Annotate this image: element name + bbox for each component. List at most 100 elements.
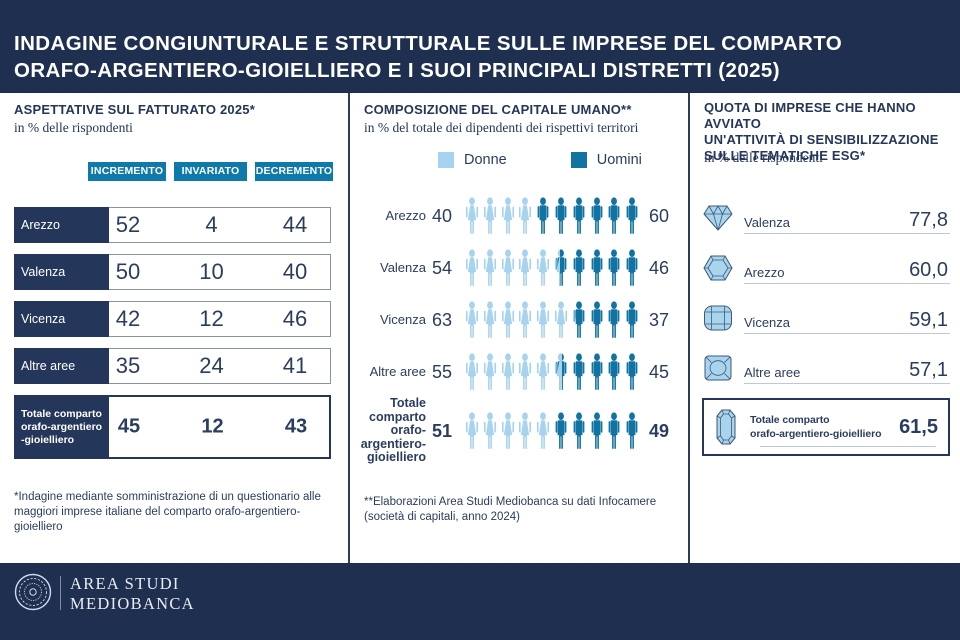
footer-logo-text: AREA STUDI MEDIOBANCA	[70, 574, 195, 613]
person-icon-female	[517, 300, 535, 340]
fatturato-value-decremento: 40	[282, 259, 308, 284]
fatturato-value-invariato: 24	[199, 353, 224, 378]
capitale-row-label: Valenza	[379, 260, 426, 276]
esg-row-value: 57,1	[909, 359, 948, 381]
esg-row-label: Valenza	[744, 215, 791, 230]
esg-row-label: Vicenza	[744, 315, 791, 330]
capitale-row-label: Arezzo	[385, 208, 426, 224]
panel-capitale-umano: COMPOSIZIONE DEL CAPITALE UMANO** in % d…	[348, 93, 688, 563]
fatturato-column-badges: INCREMENTO INVARIATO DECREMENTO	[88, 162, 333, 181]
person-icon-male	[606, 411, 624, 451]
gem-icon-cushion	[702, 353, 734, 383]
person-icon-split	[553, 248, 571, 288]
fatturato-row: Valenza 50 10 40	[14, 254, 331, 290]
capitale-title: COMPOSIZIONE DEL CAPITALE UMANO**	[364, 102, 632, 117]
legend-swatch-uomini	[570, 152, 587, 168]
fatturato-row-label: Arezzo	[14, 207, 109, 243]
capitale-row: Totale comparto orafo-argentiero-gioiellie…	[350, 394, 688, 468]
person-icon-strip	[464, 248, 642, 288]
person-icon-male	[624, 196, 642, 236]
esg-title: QUOTA DI IMPRESE CHE HANNO AVVIATO UN'ATT…	[704, 100, 939, 163]
capitale-legend: Donne Uomini	[438, 152, 642, 168]
person-icon-male	[571, 411, 589, 451]
legend-item-uomini: Uomini	[570, 152, 642, 168]
person-icon-male	[624, 411, 642, 451]
uomini-value: 45	[649, 361, 670, 382]
capitale-subtitle: in % del totale dei dipendenti dei rispe…	[364, 120, 639, 135]
person-icon-female	[482, 300, 500, 340]
person-icon-female	[535, 300, 553, 340]
esg-row-underline	[744, 283, 950, 284]
fatturato-footnote: *Indagine mediante somministrazione di u…	[14, 491, 321, 533]
legend-label: Uomini	[596, 152, 642, 168]
person-icon-male	[606, 352, 624, 392]
fatturato-row: Altre aree 35 24 41	[14, 348, 331, 384]
fatturato-row-label: Altre aree	[14, 348, 109, 384]
donne-value: 51	[431, 420, 453, 441]
legend-label: Donne	[464, 152, 507, 168]
person-icon-male	[606, 300, 624, 340]
person-icon-female	[517, 352, 535, 392]
esg-row: Altre aree 57,1	[702, 350, 950, 384]
donne-value: 63	[431, 309, 453, 330]
person-icon-female	[517, 196, 535, 236]
esg-row-underline	[744, 333, 950, 334]
esg-row-underline	[744, 233, 950, 234]
esg-total-label: Totale comparto orafo-argentiero-gioielli…	[750, 414, 882, 440]
page-title: INDAGINE CONGIUNTURALE E STRUTTURALE SUL…	[14, 32, 843, 82]
esg-rows: Valenza 77,8 Arezzo 60,0 Vicenza 59,1 Altre ar…	[702, 200, 950, 400]
person-icon-female	[482, 196, 500, 236]
capitale-row-label: Totale comparto orafo-argentiero-gioiellie…	[360, 396, 426, 465]
esg-row-label: Altre aree	[744, 365, 801, 380]
person-icon-male	[589, 411, 607, 451]
person-icon-male	[606, 248, 624, 288]
esg-total-underline	[760, 446, 936, 447]
fatturato-table: Arezzo 52 4 44 Valenza 50 10 40 Vicenza 42 12 46 Alt…	[14, 207, 331, 470]
person-icon-female	[500, 352, 518, 392]
capitale-rows: Arezzo 40 60 Valenza 54 46 Vicenza 63 37 Altre ar…	[350, 196, 688, 480]
fatturato-value-incremento: 52	[115, 212, 141, 237]
person-icon-female	[482, 352, 500, 392]
fatturato-row-label: Totale comparto orafo-argentiero -gioielli…	[14, 395, 109, 459]
fatturato-value-invariato: 12	[199, 306, 224, 331]
person-icon-male	[589, 352, 607, 392]
uomini-value: 60	[649, 205, 670, 226]
panel-fatturato: ASPETTATIVE SUL FATTURATO 2025* in % del…	[0, 93, 348, 563]
esg-row: Vicenza 59,1	[702, 300, 950, 334]
fatturato-value-incremento: 35	[115, 353, 141, 378]
uomini-value: 49	[649, 420, 670, 441]
fatturato-value-invariato: 4	[205, 212, 218, 237]
person-icon-strip	[464, 411, 642, 451]
fatturato-value-incremento: 50	[115, 259, 141, 284]
person-icon-male	[624, 352, 642, 392]
gem-icon-hexagon	[702, 253, 734, 283]
person-icon-male	[589, 196, 607, 236]
capitale-row: Valenza 54 46	[350, 248, 688, 288]
fatturato-title: ASPETTATIVE SUL FATTURATO 2025*	[14, 102, 255, 117]
person-icon-strip	[464, 196, 642, 236]
person-icon-male	[571, 196, 589, 236]
esg-row-underline	[744, 383, 950, 384]
person-icon-female	[553, 300, 571, 340]
donne-value: 55	[431, 361, 453, 382]
fatturato-value-incremento: 42	[115, 306, 141, 331]
capitale-row: Arezzo 40 60	[350, 196, 688, 236]
fatturato-value-decremento: 41	[282, 353, 308, 378]
esg-total-value: 61,5	[899, 415, 938, 438]
person-icon-female	[464, 300, 482, 340]
person-icon-male	[589, 300, 607, 340]
person-icon-female	[464, 248, 482, 288]
person-icon-strip	[464, 352, 642, 392]
gem-icon-brilliant	[702, 203, 734, 233]
person-icon-female	[535, 248, 553, 288]
person-icon-female	[482, 248, 500, 288]
person-icon-female	[464, 411, 482, 451]
fatturato-value-decremento: 43	[284, 415, 308, 438]
person-icon-male	[571, 248, 589, 288]
uomini-value: 46	[649, 257, 670, 278]
footer-divider	[60, 576, 61, 610]
fatturato-value-decremento: 46	[282, 306, 308, 331]
person-icon-male	[553, 196, 571, 236]
fatturato-row-label: Vicenza	[14, 301, 109, 337]
